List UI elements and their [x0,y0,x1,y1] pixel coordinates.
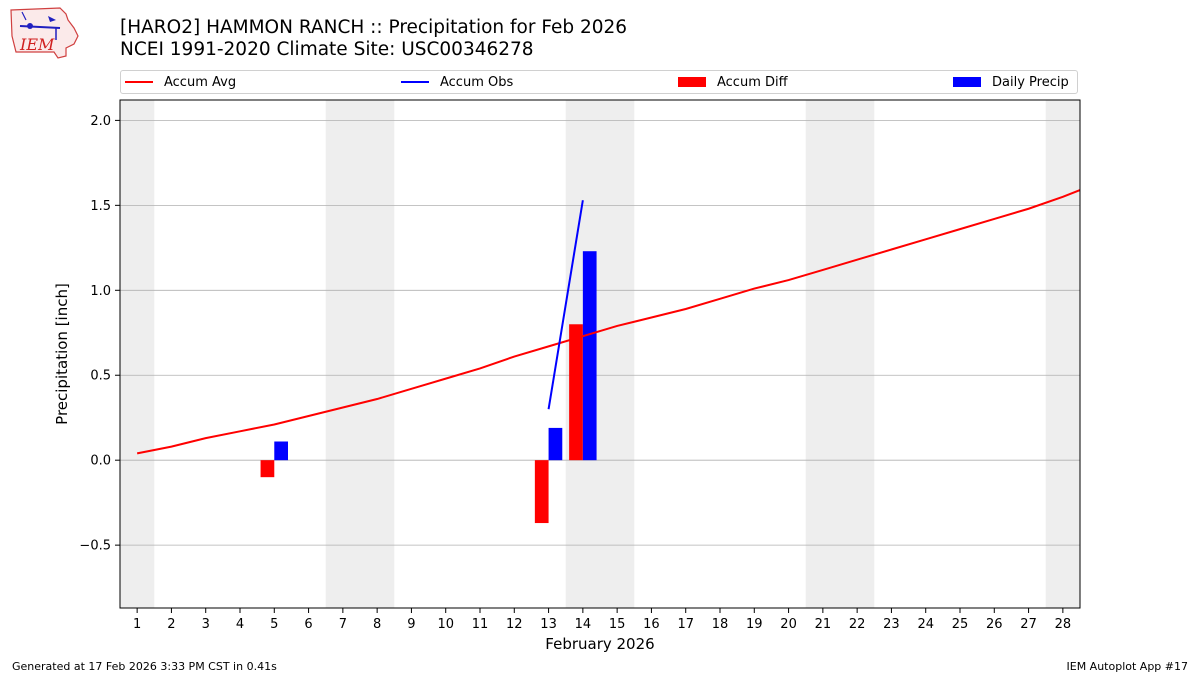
weekend-band-4 [1045,100,1080,608]
weather-station-icon [27,23,33,29]
legend-daily-precip: Daily Precip [953,71,1069,93]
y-tick-label: 1.0 [90,284,111,299]
x-tick-label: 1 [133,617,141,632]
y-tick-label: 0.5 [90,369,111,384]
x-tick-label: 5 [270,617,278,632]
x-tick-label: 12 [506,617,523,632]
legend-accum-avg: Accum Avg [125,71,236,93]
x-tick-label: 13 [540,617,557,632]
x-tick-label: 22 [849,617,866,632]
legend-accum-obs: Accum Obs [401,71,513,93]
bars [260,251,597,524]
chart-title: [HARO2] HAMMON RANCH :: Precipitation fo… [120,17,628,38]
y-axis-label: Precipitation [inch] [53,283,71,425]
x-tick-label: 24 [917,617,934,632]
x-tick-label: 3 [202,617,210,632]
x-tick-label: 23 [883,617,900,632]
logo-text: IEM [19,35,55,54]
x-tick-label: 25 [952,617,969,632]
accum-obs-line [547,200,584,410]
accum-avg-line [136,189,1081,455]
weekend-band-1 [325,100,395,608]
x-axis-ticks: 1 2 3 4 5 6 7 8 9 10 11 12 13 14 15 16 17 18 19 20 21 22 23 24 2… [133,608,1071,632]
x-tick-label: 27 [1020,617,1037,632]
legend-label-accum-avg: Accum Avg [164,74,237,90]
legend-label-daily-precip: Daily Precip [992,74,1069,90]
x-tick-label: 19 [746,617,763,632]
x-tick-label: 9 [407,617,415,632]
y-tick-label: 2.0 [90,114,111,129]
x-tick-label: 16 [643,617,660,632]
lines [136,189,1081,455]
legend-label-accum-diff: Accum Diff [717,74,788,90]
accum-diff-bar [260,460,275,478]
x-tick-label: 11 [472,617,489,632]
legend-swatch-accum-avg [125,81,153,83]
weekend-band-3 [805,100,875,608]
weekend-band-0 [120,100,155,608]
plot-frame [119,99,1081,609]
daily-precip-bar [548,427,563,461]
legend-swatch-accum-obs [401,81,429,83]
x-tick-label: 20 [780,617,797,632]
legend-swatch-daily-precip [953,77,981,87]
legend-swatch-accum-diff [678,77,706,87]
x-tick-label: 17 [677,617,694,632]
x-tick-label: 18 [712,617,729,632]
y-tick-label: 1.5 [90,199,111,214]
generated-timestamp: Generated at 17 Feb 2026 3:33 PM CST in … [12,660,277,673]
x-tick-label: 14 [575,617,592,632]
x-tick-label: 8 [373,617,381,632]
y-axis-ticks: −0.5 0.0 0.5 1.0 1.5 2.0 [79,114,120,554]
accum-diff-bar [534,460,549,524]
iem-logo: IEM [10,7,79,59]
x-tick-label: 4 [236,617,244,632]
chart-legend: Accum Avg Accum Obs Accum Diff Daily Pre… [120,70,1078,94]
accum-diff-bar [569,324,583,461]
x-tick-label: 21 [815,617,832,632]
y-tick-label: −0.5 [79,539,111,554]
x-tick-label: 10 [437,617,454,632]
x-tick-label: 15 [609,617,626,632]
app-id: IEM Autoplot App #17 [1066,660,1189,673]
x-axis-label: February 2026 [545,635,654,653]
x-tick-label: 26 [986,617,1003,632]
daily-precip-bar [582,251,597,461]
x-tick-label: 6 [304,617,312,632]
x-tick-label: 28 [1055,617,1072,632]
legend-accum-diff: Accum Diff [678,71,788,93]
daily-precip-bar [274,441,288,461]
x-tick-label: 2 [167,617,175,632]
x-tick-label: 7 [339,617,347,632]
weekend-bands [120,100,1080,608]
chart-subtitle: NCEI 1991-2020 Climate Site: USC00346278 [120,39,534,60]
y-tick-label: 0.0 [90,454,111,469]
legend-label-accum-obs: Accum Obs [440,74,514,90]
